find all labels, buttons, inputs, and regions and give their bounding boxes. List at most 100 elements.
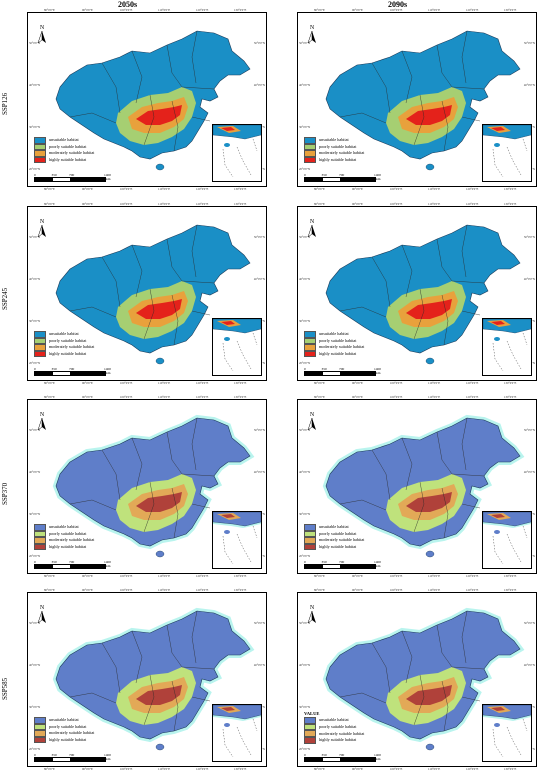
legend-swatch <box>34 543 46 551</box>
legend-label: moderately suitable habitat <box>49 537 95 543</box>
province-boundary <box>191 417 198 471</box>
latitude-tick: 50°0'0"N <box>29 41 41 45</box>
legend-label: poorly suitable habitat <box>49 143 87 149</box>
scale-tick-label: 1400 <box>374 367 381 371</box>
map-panel-ssp245-2090s: 80°0'0"E 80°0'0"E 90°0'0"E 90°0'0"E 100°0'0"… <box>297 202 537 385</box>
legend-label: unsuitable habitat <box>49 331 79 337</box>
legend-entry: unsuitable habitat <box>34 137 94 144</box>
legend-swatch <box>304 137 316 144</box>
longitude-tick: 80°0'0"E <box>44 187 55 191</box>
longitude-tick: 120°0'0"E <box>466 395 479 399</box>
south-china-sea-inset <box>482 511 532 569</box>
inset-map <box>213 319 261 372</box>
province-boundary <box>371 62 391 114</box>
china-suitability-map <box>52 607 255 751</box>
longitude-tick: 80°0'0"E <box>44 8 55 12</box>
latitude-tick: 30°0'0"N <box>299 512 311 516</box>
province-boundary <box>181 86 215 90</box>
latitude-tick: 30°0'0"N <box>29 319 41 323</box>
province-boundary <box>143 288 155 340</box>
map-panel-ssp245-2050s: 80°0'0"E 80°0'0"E 90°0'0"E 90°0'0"E 100°0'0"… <box>27 202 267 385</box>
longitude-tick: 90°0'0"E <box>352 574 363 578</box>
province-boundary <box>171 680 179 732</box>
legend-swatch <box>34 524 46 531</box>
longitude-tick: 100°0'0"E <box>390 187 403 191</box>
north-arrow: N <box>306 25 318 43</box>
province-boundary <box>191 116 211 122</box>
latitude-tick: 40°0'0"N <box>299 663 311 667</box>
longitude-tick: 90°0'0"E <box>82 588 93 592</box>
north-label: N <box>39 412 45 418</box>
legend-entry: highly suitable habitat <box>304 543 364 551</box>
legend-entry: unsuitable habitat <box>304 717 364 724</box>
legend-swatch <box>34 137 46 144</box>
legend-entry: unsuitable habitat <box>34 524 94 531</box>
highly-suitable-area <box>406 685 452 705</box>
legend-entry: highly suitable habitat <box>304 736 364 744</box>
inset-map <box>483 125 531 178</box>
latitude-tick: 30°0'0"N <box>29 512 41 516</box>
province-boundary <box>451 473 485 477</box>
longitude-tick: 110°0'0"E <box>158 395 171 399</box>
legend-entry: moderately suitable habitat <box>34 150 94 157</box>
province-boundary <box>131 50 143 104</box>
china-suitability-map <box>325 30 521 171</box>
hainan-island <box>155 357 165 365</box>
legend-entry: moderately suitable habitat <box>34 344 94 351</box>
legend-entry: moderately suitable habitat <box>304 537 364 544</box>
legend-entry: poorly suitable habitat <box>34 530 94 538</box>
province-boundary <box>69 112 117 124</box>
province-boundary <box>461 696 481 702</box>
legend-label: poorly suitable habitat <box>49 723 87 729</box>
latitude-tick: 40°0'0"N <box>523 663 535 667</box>
province-boundary <box>101 642 121 694</box>
scale-tick-label: 1400 <box>104 173 111 177</box>
latitude-tick: 20°0'0"N <box>29 167 41 171</box>
legend-entry: moderately suitable habitat <box>304 730 364 737</box>
legend-entry: poorly suitable habitat <box>304 337 364 345</box>
china-suitability-map <box>55 30 251 171</box>
longitude-tick: 100°0'0"E <box>120 588 133 592</box>
province-boundary <box>69 692 117 704</box>
province-boundary <box>181 280 215 284</box>
north-label: N <box>309 412 315 418</box>
legend-swatch <box>304 331 316 338</box>
province-boundary <box>181 666 215 670</box>
north-label: N <box>309 25 315 31</box>
longitude-tick: 120°0'0"E <box>466 574 479 578</box>
scale-tick-label: 0 <box>304 367 306 371</box>
province-boundary <box>191 310 211 316</box>
latitude-tick: 30°0'0"N <box>29 125 41 129</box>
province-boundary <box>413 288 425 340</box>
longitude-tick: 80°0'0"E <box>314 395 325 399</box>
longitude-tick: 90°0'0"E <box>352 588 363 592</box>
legend: VALUE unsuitable habitat poorly suitable h… <box>304 711 364 744</box>
north-arrow: N <box>36 605 48 623</box>
scale-tick-label: 1400 <box>104 753 111 757</box>
latitude-tick: 40°0'0"N <box>29 277 41 281</box>
scale-tick-label: 350 <box>51 560 57 564</box>
province-boundary <box>436 624 453 668</box>
longitude-tick: 120°0'0"E <box>196 8 209 12</box>
legend-label: moderately suitable habitat <box>319 730 365 736</box>
longitude-tick: 100°0'0"E <box>120 8 133 12</box>
latitude-tick: 50°0'0"N <box>523 428 535 432</box>
legend-label: highly suitable habitat <box>319 156 357 162</box>
longitude-tick: 110°0'0"E <box>158 187 171 191</box>
scale-unit: km <box>376 757 381 761</box>
map-panel-ssp126-2050s: 80°0'0"E 80°0'0"E 90°0'0"E 90°0'0"E 100°0'0"… <box>27 8 267 191</box>
province-boundary <box>101 449 121 501</box>
province-boundary <box>441 100 449 152</box>
province-boundary <box>339 112 387 124</box>
inset-map <box>213 705 261 758</box>
legend-swatch <box>304 143 316 151</box>
north-arrow-icon <box>38 611 46 623</box>
legend-entry: highly suitable habitat <box>34 156 94 164</box>
scale-tick-label: 700 <box>69 367 75 371</box>
latitude-tick: 50°0'0"N <box>523 41 535 45</box>
province-boundary <box>441 294 449 346</box>
legend-entry: highly suitable habitat <box>304 156 364 164</box>
latitude-tick: 40°0'0"N <box>29 470 41 474</box>
province-boundary <box>131 630 143 684</box>
legend-swatch <box>34 344 46 351</box>
